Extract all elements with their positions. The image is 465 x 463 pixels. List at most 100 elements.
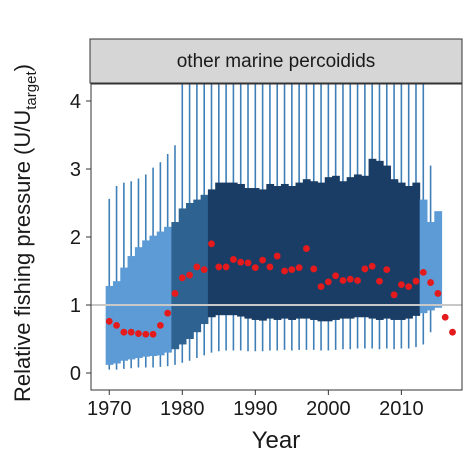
median-point-2016: [441, 313, 449, 321]
median-point-1985: [215, 263, 223, 271]
median-point-2001: [332, 272, 340, 280]
median-point-1999: [317, 283, 325, 291]
x-axis-label: Year: [252, 427, 301, 454]
box-2004: [353, 174, 362, 318]
median-point-1989: [244, 259, 252, 267]
median-point-1988: [237, 258, 245, 266]
box-2001: [332, 175, 340, 320]
facet-strip: [89, 38, 463, 84]
box-1974: [134, 247, 143, 359]
x-tick-label-2010: 2010: [379, 398, 424, 420]
median-point-2003: [346, 275, 354, 283]
y-axis: 0 1 2 3 4: [70, 91, 91, 385]
median-point-1982: [193, 263, 201, 271]
median-point-1971: [113, 322, 120, 329]
median-point-1983: [200, 266, 208, 274]
median-point-2002: [339, 277, 347, 284]
box-1995: [288, 186, 297, 320]
box-1999: [317, 182, 326, 322]
median-point-2012: [412, 277, 420, 285]
y-tick-label-3: 3: [70, 159, 81, 181]
box-2003: [346, 177, 355, 319]
y-tick-label-4: 4: [70, 91, 81, 113]
median-point-2000: [324, 278, 332, 286]
median-point-1995: [288, 266, 296, 274]
median-point-2004: [354, 277, 361, 284]
box-1973: [127, 256, 136, 360]
median-point-1979: [171, 290, 179, 297]
box-1983: [200, 194, 209, 325]
median-point-2013: [419, 268, 427, 276]
box-2008: [383, 165, 391, 319]
box-1989: [244, 188, 253, 319]
y-axis-label: Relative fishing pressure (U/Utarget): [10, 64, 40, 402]
box-2010: [397, 182, 406, 320]
box-1979: [171, 222, 180, 350]
box-1981: [185, 203, 194, 339]
box-1976: [149, 235, 158, 356]
median-point-1991: [259, 256, 267, 264]
x-tick-label-1980: 1980: [160, 398, 205, 420]
median-point-1981: [186, 271, 193, 279]
median-point-1998: [310, 265, 318, 273]
box-2013: [419, 199, 428, 314]
box-1991: [259, 189, 267, 321]
box-2000: [324, 177, 333, 322]
x-tick-label-1990: 1990: [233, 398, 278, 420]
x-tick-label-1970: 1970: [87, 398, 132, 420]
median-point-2015: [434, 290, 442, 297]
median-points: [105, 240, 456, 338]
box-2011: [405, 186, 413, 319]
box-1985: [215, 182, 224, 316]
median-point-1994: [281, 267, 288, 275]
box-1996: [295, 182, 304, 319]
median-point-2006: [368, 262, 376, 270]
median-point-1973: [127, 328, 135, 336]
median-point-1990: [251, 264, 259, 271]
box-1984: [207, 189, 216, 318]
median-point-1996: [295, 264, 303, 271]
box-1990: [251, 188, 260, 320]
median-point-1977: [156, 322, 164, 329]
median-point-1987: [230, 256, 237, 263]
median-point-1997: [303, 245, 310, 252]
box-2015: [434, 211, 443, 308]
box-1992: [266, 183, 275, 319]
median-point-1976: [149, 330, 157, 338]
median-point-2008: [383, 266, 391, 274]
box-2002: [339, 181, 348, 319]
box-1972: [120, 267, 129, 361]
y-axis-label-main: Relative fishing pressure (U/U: [10, 110, 35, 402]
box-1998: [310, 181, 318, 320]
median-point-2017: [449, 328, 456, 336]
median-point-1980: [178, 274, 186, 282]
box-2012: [412, 182, 421, 316]
x-tick-label-2000: 2000: [306, 398, 351, 420]
box-1970: [105, 285, 114, 365]
box-1975: [142, 240, 150, 357]
box-1977: [156, 231, 165, 356]
y-axis-label-subscript: target: [23, 71, 40, 110]
box-1978: [164, 226, 172, 353]
y-tick-label-0: 0: [70, 363, 81, 385]
median-point-2005: [361, 265, 369, 273]
median-point-1993: [273, 252, 281, 260]
box-2014: [426, 222, 435, 311]
median-point-1978: [164, 309, 172, 317]
median-point-1992: [266, 263, 274, 271]
median-point-2011: [405, 283, 413, 291]
box-2007: [375, 160, 384, 320]
median-point-1986: [222, 263, 230, 271]
y-axis-label-close: ): [10, 64, 35, 71]
y-tick-label-1: 1: [70, 295, 81, 317]
box-2006: [368, 158, 377, 319]
box-1994: [280, 183, 289, 319]
box-2009: [390, 179, 399, 320]
box-2005: [361, 175, 370, 318]
median-point-1975: [142, 330, 150, 338]
median-point-2007: [376, 277, 383, 285]
box-1988: [237, 183, 245, 317]
x-axis: 1970 1980 1990 2000 2010: [87, 390, 424, 420]
box-1986: [222, 182, 231, 316]
